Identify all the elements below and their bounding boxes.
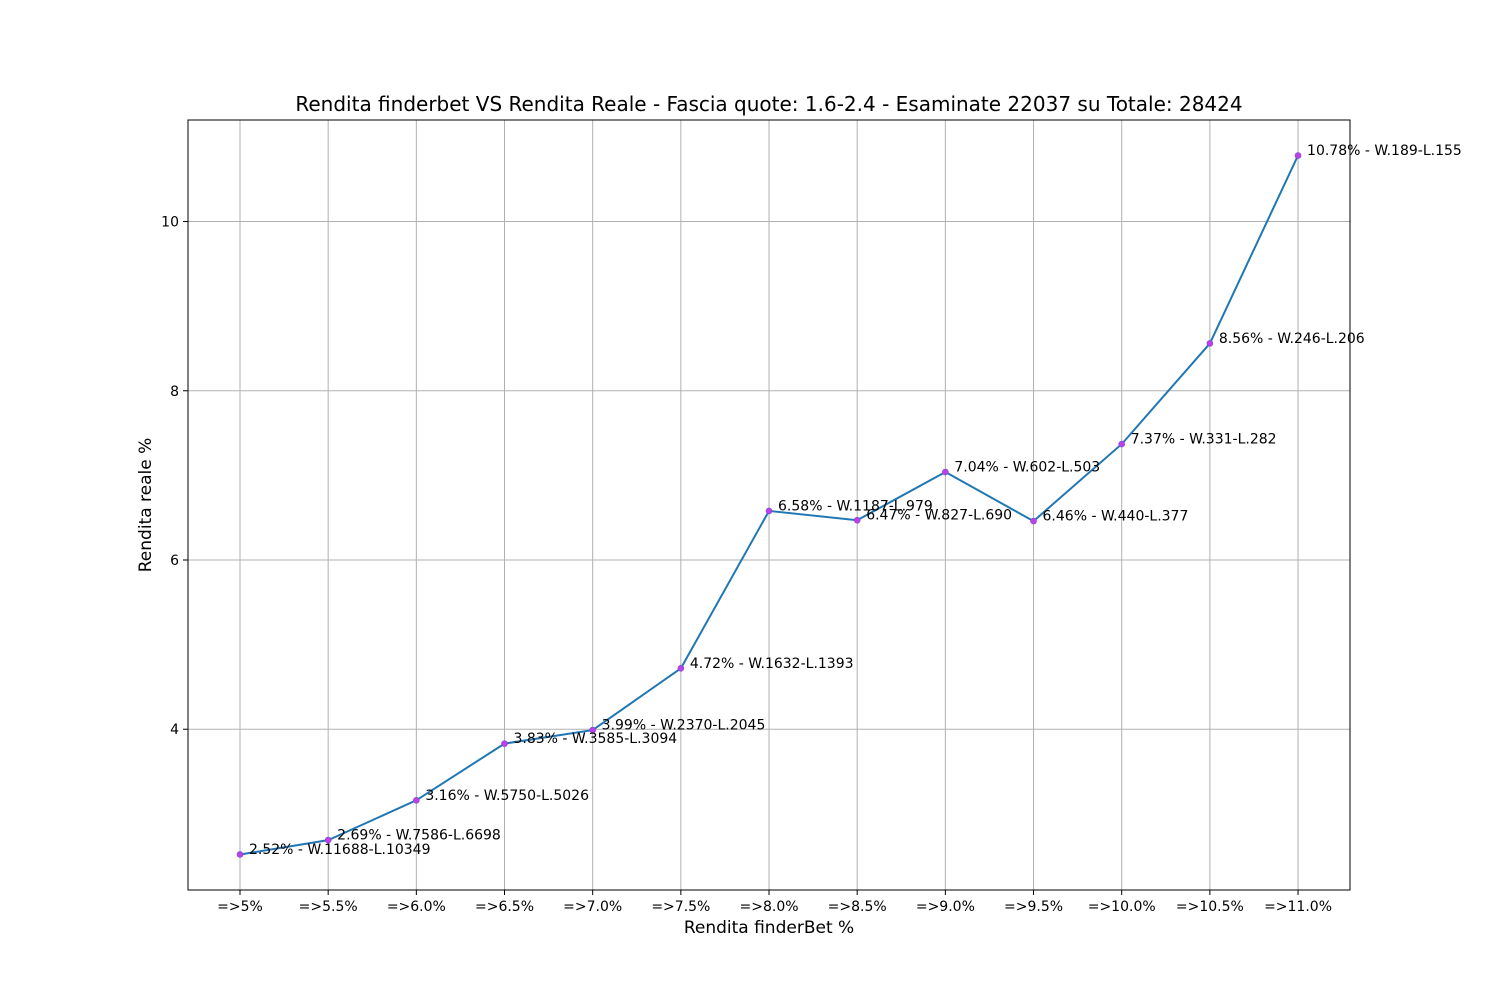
x-tick-labels: =>5% =>5.5% =>6.0% =>6.5% =>7.0% =>7.5% =>8.0%… (217, 890, 1332, 915)
data-point-label: 2.69% - W.7586-L.6698 (337, 828, 501, 844)
y-tick-label: 8 (170, 384, 179, 400)
x-axis-label: Rendita finderBet % (684, 918, 854, 938)
x-tick-label: =>11.0% (1264, 899, 1332, 915)
data-point (765, 507, 773, 515)
data-point (1294, 152, 1302, 159)
x-tick-label: =>7.0% (563, 899, 622, 915)
x-tick-label: =>6.5% (475, 899, 534, 915)
y-tick-labels: 4 6 8 10 (161, 215, 188, 738)
data-point (677, 665, 685, 672)
x-tick-label: =>8.5% (828, 899, 887, 915)
x-tick-label: =>9.5% (1004, 899, 1063, 915)
x-tick-label: =>5.5% (299, 899, 358, 915)
data-point (413, 797, 420, 804)
series-layer (236, 152, 1302, 858)
y-tick-label: 6 (170, 553, 179, 569)
y-tick-label: 10 (161, 215, 179, 231)
x-tick-label: =>9.0% (916, 899, 975, 915)
data-point-label: 10.78% - W.189-L.155 (1307, 143, 1462, 159)
data-point (236, 851, 244, 858)
data-point-label: 7.37% - W.331-L.282 (1131, 432, 1277, 448)
data-point (1206, 340, 1214, 347)
data-point-label: 4.72% - W.1632-L.1393 (690, 656, 854, 672)
data-point-label: 3.99% - W.2370-L.2045 (602, 718, 766, 734)
y-tick-label: 4 (170, 722, 179, 738)
data-point-label: 6.46% - W.440-L.377 (1043, 509, 1189, 525)
chart-title: Rendita finderbet VS Rendita Reale - Fas… (295, 92, 1242, 116)
x-tick-label: =>8.0% (740, 899, 799, 915)
x-tick-label: =>10.0% (1088, 899, 1156, 915)
data-point (853, 516, 861, 524)
data-point (1118, 440, 1125, 448)
data-point (501, 740, 508, 747)
data-point-label: 6.47% - W.827-L.690 (866, 508, 1012, 524)
x-tick-label: =>5% (217, 899, 263, 915)
x-tick-label: =>10.5% (1176, 899, 1244, 915)
data-point-label: 3.16% - W.5750-L.5026 (425, 788, 589, 804)
data-point-label: 2.52% - W.11688-L.10349 (249, 842, 431, 858)
x-tick-label: =>7.5% (651, 899, 710, 915)
data-point (324, 836, 332, 844)
x-tick-label: =>6.0% (387, 899, 446, 915)
data-point (1030, 517, 1037, 525)
data-point-label: 6.58% - W.1187-L.979 (778, 498, 933, 514)
data-point (589, 726, 596, 734)
data-point-label: 8.56% - W.246-L.206 (1219, 331, 1365, 347)
data-point-label: 7.04% - W.602-L.503 (954, 460, 1100, 476)
grid-lines (188, 120, 1350, 890)
y-axis-label: Rendita reale % (136, 438, 156, 573)
data-point (942, 468, 949, 476)
data-point-label: 3.83% - W.3585-L.3094 (514, 731, 678, 747)
